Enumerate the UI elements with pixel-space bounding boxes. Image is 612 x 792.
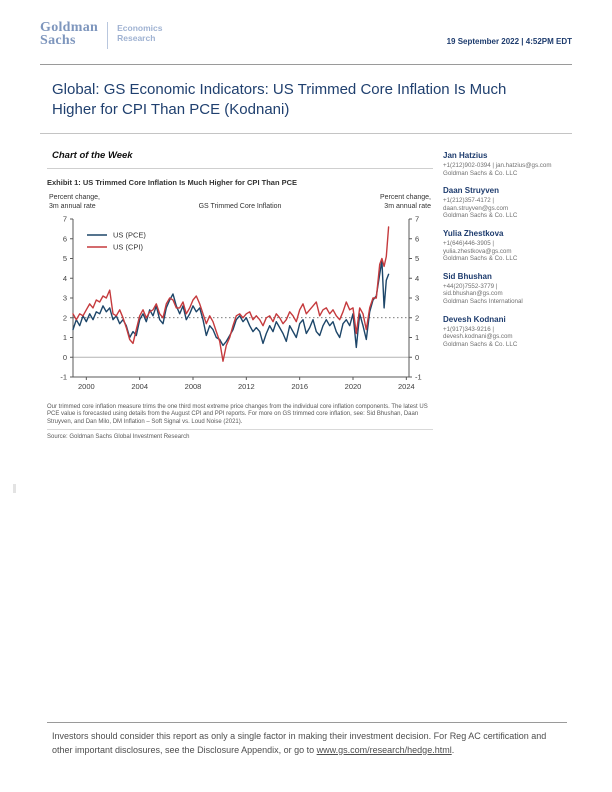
disclosure-link[interactable]: www.gs.com/research/hedge.html [316, 744, 452, 755]
svg-text:7: 7 [63, 215, 67, 224]
goldman-sachs-logo: Goldman Sachs [40, 20, 99, 48]
svg-text:2012: 2012 [238, 382, 255, 391]
analyst-email: devesh.kodnani@gs.com [443, 333, 513, 341]
svg-text:2004: 2004 [131, 382, 148, 391]
svg-text:4: 4 [415, 274, 419, 283]
svg-text:2008: 2008 [185, 382, 202, 391]
svg-text:-1: -1 [415, 373, 422, 382]
division-line2: Research [117, 33, 156, 43]
analyst-phone: +1(212)357-4172 | [443, 197, 494, 205]
footnote-rule [47, 429, 433, 430]
page-title: Global: GS Economic Indicators: US Trimm… [52, 81, 507, 118]
logo-line1: Goldman [40, 20, 99, 35]
svg-text:6: 6 [415, 234, 419, 243]
title-rule [40, 133, 572, 134]
analyst-company: Goldman Sachs & Co. LLC [443, 255, 518, 263]
right-axis-label: Percent change, 3m annual rate [380, 194, 431, 211]
chart-axis-headers: Percent change, 3m annual rate GS Trimme… [49, 194, 431, 211]
svg-text:2000: 2000 [78, 382, 95, 391]
svg-text:4: 4 [63, 274, 67, 283]
svg-text:-1: -1 [60, 373, 67, 382]
division-label: Economics Research [117, 21, 162, 43]
masthead: Goldman Sachs Economics Research [40, 21, 162, 49]
svg-text:0: 0 [415, 353, 419, 362]
analyst-name: Sid Bhushan [443, 271, 492, 281]
chart-container: -1 -1 0 0 1 1 2 2 3 3 4 4 5 5 6 6 7 7 2000 2004 2008 2012 2016… [47, 213, 433, 393]
disclaimer-period: . [451, 744, 455, 755]
disclaimer-text: Investors should consider this report as… [52, 730, 558, 757]
left-axis-label-line1: Percent change, [49, 194, 100, 201]
analyst-name: Devesh Kodnani [443, 314, 506, 324]
analyst-jan-hatzius: Jan Hatzius +1(212)902-0394 | jan.hatziu… [443, 151, 575, 177]
disclaimer-body: Investors should consider this report as… [52, 731, 547, 755]
analyst-phone: +1(917)343-9216 | [443, 325, 494, 333]
analyst-email: sid.bhushan@gs.com [443, 290, 503, 298]
svg-text:1: 1 [63, 333, 67, 342]
svg-text:5: 5 [63, 254, 67, 263]
logo-line2: Sachs [40, 33, 76, 48]
svg-text:2024: 2024 [398, 382, 415, 391]
footer-rule [47, 722, 567, 723]
svg-text:2: 2 [63, 313, 67, 322]
analyst-name: Daan Struyven [443, 186, 500, 196]
right-axis-label-line2: 3m annual rate [384, 202, 431, 210]
svg-text:3: 3 [63, 294, 67, 303]
svg-text:US (PCE): US (PCE) [113, 231, 146, 240]
svg-text:2016: 2016 [291, 382, 308, 391]
chart-title: GS Trimmed Core Inflation [198, 202, 282, 210]
analyst-email: yulia.zhestkova@gs.com [443, 247, 512, 255]
chart-footnote: Our trimmed core inflation measure trims… [47, 404, 428, 425]
chart-of-the-week-heading: Chart of the Week [52, 150, 133, 161]
division-line1: Economics [117, 23, 163, 33]
analyst-company: Goldman Sachs International [443, 297, 523, 305]
publication-datetime: 19 September 2022 | 4:52PM EDT [446, 37, 572, 46]
analyst-email: daan.struyven@gs.com [443, 204, 509, 212]
logo-divider [107, 22, 109, 49]
svg-text:5: 5 [415, 254, 419, 263]
header-rule [40, 64, 572, 65]
analyst-devesh-kodnani: Devesh Kodnani +1(917)343-9216 | devesh.… [443, 315, 575, 349]
analyst-sid-bhushan: Sid Bhushan +44(20)7552-3779 | sid.bhush… [443, 272, 575, 306]
analyst-company: Goldman Sachs & Co. LLC [443, 169, 518, 177]
analyst-phone: +1(646)446-3905 | [443, 239, 494, 247]
svg-text:7: 7 [415, 215, 419, 224]
analyst-contact-list: Jan Hatzius +1(212)902-0394 | jan.hatziu… [443, 151, 575, 357]
section-rule [47, 168, 433, 169]
left-axis-label: Percent change, 3m annual rate [49, 194, 100, 211]
analyst-yulia-zhestkova: Yulia Zhestkova +1(646)446-3905 | yulia.… [443, 229, 575, 263]
analyst-phone: +44(20)7552-3779 | [443, 282, 498, 290]
chart-source: Source: Goldman Sachs Global Investment … [47, 434, 190, 440]
analyst-daan-struyven: Daan Struyven +1(212)357-4172 | daan.str… [443, 186, 575, 220]
svg-text:3: 3 [415, 294, 419, 303]
svg-text:US (CPI): US (CPI) [113, 243, 144, 252]
line-chart: -1 -1 0 0 1 1 2 2 3 3 4 4 5 5 6 6 7 7 2000 2004 2008 2012 2016… [60, 215, 422, 391]
analyst-name: Jan Hatzius [443, 151, 488, 160]
svg-text:1: 1 [415, 333, 419, 342]
left-axis-label-line2: 3m annual rate [49, 202, 96, 210]
analyst-name: Yulia Zhestkova [443, 228, 504, 238]
analyst-phone-email: +1(212)902-0394 | jan.hatzius@gs.com [443, 162, 552, 169]
analyst-company: Goldman Sachs & Co. LLC [443, 340, 518, 348]
exhibit-title: Exhibit 1: US Trimmed Core Inflation Is … [47, 178, 298, 187]
scan-margin-artifact [13, 484, 16, 493]
svg-text:0: 0 [63, 353, 67, 362]
svg-text:6: 6 [63, 234, 67, 243]
analyst-company: Goldman Sachs & Co. LLC [443, 212, 518, 220]
right-axis-label-line1: Percent change, [380, 194, 431, 201]
svg-text:2: 2 [415, 313, 419, 322]
svg-text:2020: 2020 [345, 382, 362, 391]
